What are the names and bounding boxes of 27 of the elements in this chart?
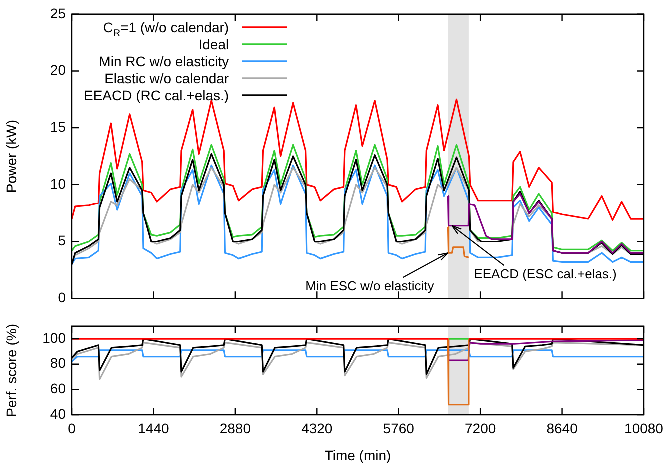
y-tick-label: 10 xyxy=(50,176,66,192)
annotation: Min ESC w/o elasticity xyxy=(306,278,435,294)
y-axis-title: Power (kW) xyxy=(3,120,20,194)
y-tick-label: 80 xyxy=(50,355,66,372)
x-tick-label: 2880 xyxy=(220,420,252,436)
legend-label: Min RC w/o elasticity xyxy=(99,53,230,70)
annotation: EEACD (ESC cal.+elas.) xyxy=(474,266,617,282)
legend-label: Ideal xyxy=(198,36,230,52)
y-tick-label: 100 xyxy=(42,330,66,346)
y-tick-label: 0 xyxy=(58,289,66,306)
y-tick-label: 5 xyxy=(58,232,66,249)
x-axis-title: Time (min) xyxy=(324,447,392,464)
legend-label: EEACD (RC cal.+elas.) xyxy=(84,87,230,104)
y-tick-label: 40 xyxy=(50,406,66,422)
x-tick-label: 4320 xyxy=(302,420,333,436)
y-axis-title: Perf. score (%) xyxy=(3,324,20,418)
y-tick-label: 15 xyxy=(50,118,66,135)
x-tick-label: 5760 xyxy=(383,420,415,436)
x-tick-label: 10080 xyxy=(624,420,664,436)
x-tick-label: 7200 xyxy=(464,420,496,436)
x-tick-label: 1440 xyxy=(138,420,170,436)
x-tick-label: 0 xyxy=(68,420,76,436)
y-tick-label: 25 xyxy=(50,5,66,22)
y-tick-label: 20 xyxy=(50,62,66,78)
x-tick-label: 8640 xyxy=(546,420,578,436)
y-tick-label: 60 xyxy=(50,380,66,397)
legend-label: Elastic w/o calendar xyxy=(104,70,230,86)
